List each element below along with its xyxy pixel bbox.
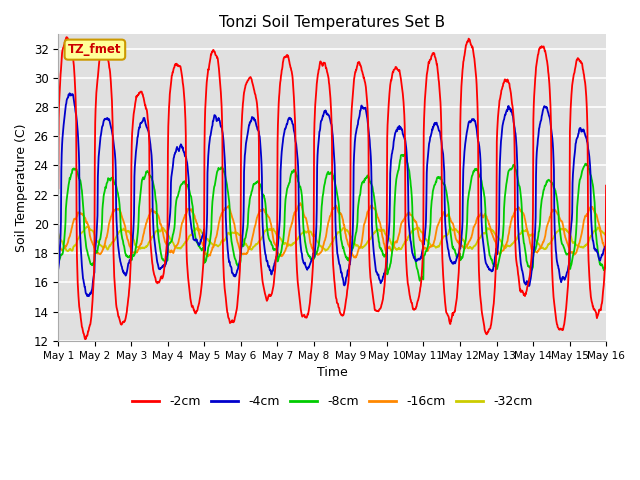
-2cm [538, 43, 545, 49]
-16cm [296, 200, 304, 206]
-2cm [490, 303, 497, 309]
-2cm [54, 185, 62, 191]
-32cm [602, 233, 610, 239]
-8cm [490, 262, 497, 267]
-16cm [602, 248, 610, 254]
-2cm [63, 34, 70, 40]
-16cm [163, 241, 171, 247]
Title: Tonzi Soil Temperatures Set B: Tonzi Soil Temperatures Set B [219, 15, 445, 30]
-4cm [490, 264, 497, 270]
-16cm [538, 243, 545, 249]
Line: -16cm: -16cm [58, 203, 606, 258]
Legend: -2cm, -4cm, -8cm, -16cm, -32cm: -2cm, -4cm, -8cm, -16cm, -32cm [127, 390, 538, 413]
-8cm [54, 259, 62, 265]
-16cm [490, 235, 497, 240]
-4cm [83, 293, 91, 299]
-16cm [176, 231, 184, 237]
Text: TZ_fmet: TZ_fmet [68, 43, 122, 56]
-4cm [66, 90, 74, 96]
-16cm [351, 255, 359, 261]
-8cm [401, 151, 409, 157]
-32cm [164, 232, 172, 238]
-2cm [164, 225, 172, 230]
-8cm [538, 197, 545, 203]
-16cm [237, 250, 245, 256]
-32cm [418, 229, 426, 235]
-32cm [490, 228, 497, 234]
-2cm [418, 271, 426, 276]
-32cm [238, 235, 246, 241]
Line: -4cm: -4cm [58, 93, 606, 296]
-8cm [418, 274, 426, 280]
Line: -32cm: -32cm [58, 227, 606, 251]
-4cm [418, 251, 426, 256]
X-axis label: Time: Time [317, 366, 348, 379]
-2cm [177, 66, 185, 72]
-4cm [538, 113, 545, 119]
-4cm [54, 266, 62, 272]
-8cm [602, 253, 610, 259]
-2cm [238, 112, 246, 118]
Y-axis label: Soil Temperature (C): Soil Temperature (C) [15, 123, 28, 252]
-32cm [54, 230, 62, 236]
-8cm [416, 278, 424, 284]
-32cm [538, 245, 545, 251]
-4cm [164, 251, 172, 257]
-8cm [237, 242, 245, 248]
-2cm [602, 183, 610, 189]
-16cm [54, 241, 62, 247]
-32cm [177, 245, 185, 251]
Line: -2cm: -2cm [58, 37, 606, 339]
-8cm [176, 184, 184, 190]
-32cm [64, 248, 72, 254]
-4cm [602, 254, 610, 260]
-32cm [84, 224, 92, 229]
-8cm [163, 258, 171, 264]
-16cm [418, 239, 426, 244]
-4cm [238, 237, 246, 243]
-2cm [82, 336, 90, 342]
Line: -8cm: -8cm [58, 154, 606, 281]
-4cm [177, 142, 185, 147]
